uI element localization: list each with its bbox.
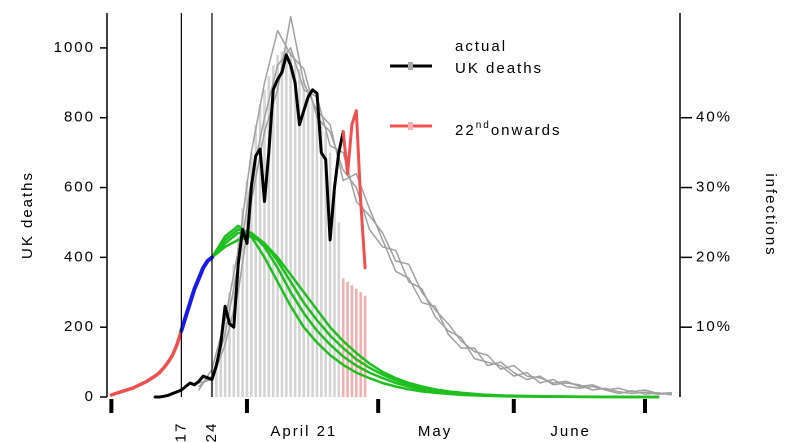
y-axis-label: UK deaths	[19, 171, 36, 259]
y-tick-label: 0	[85, 388, 95, 405]
series-line	[210, 224, 660, 399]
series-line	[210, 231, 660, 399]
bar	[232, 264, 236, 397]
bar	[302, 79, 306, 397]
series-line	[153, 53, 345, 399]
bar	[254, 124, 258, 397]
bar	[350, 285, 354, 397]
bar	[324, 131, 328, 397]
legend-label: actual UK deaths	[455, 36, 543, 80]
series-line	[341, 109, 367, 270]
x-label: June	[550, 423, 591, 440]
bar	[293, 58, 297, 398]
bar	[315, 110, 319, 397]
y-tick-label: 400	[64, 248, 95, 265]
y-tick-label: 600	[64, 179, 95, 196]
x-label: May	[418, 423, 452, 440]
bar	[337, 222, 341, 397]
bar	[267, 75, 271, 397]
bar	[223, 320, 227, 397]
y2-tick-label: 20%	[696, 248, 732, 265]
bar	[289, 51, 293, 398]
x-label: 17	[172, 422, 189, 442]
legend-swatch-marker	[408, 62, 413, 70]
bar	[245, 180, 249, 397]
series-line	[109, 328, 184, 397]
bar	[320, 121, 323, 397]
bar	[219, 344, 223, 397]
bar	[328, 152, 332, 397]
y-tick-label: 200	[64, 318, 95, 335]
y2-tick-label: 10%	[696, 318, 732, 335]
bar	[359, 292, 363, 397]
series-line	[198, 29, 673, 396]
legend-superscript: nd	[475, 120, 491, 131]
series-line	[179, 255, 214, 333]
bar	[228, 292, 231, 397]
bar	[271, 65, 275, 397]
bar	[363, 295, 367, 397]
bar	[285, 47, 288, 398]
y2-axis-label: infections	[762, 173, 779, 256]
legend-text: onwards	[490, 122, 562, 139]
series-line	[198, 15, 673, 395]
y-tick-label: 800	[64, 109, 95, 126]
bar	[250, 152, 253, 397]
series-line	[210, 228, 660, 399]
bar	[346, 281, 349, 397]
legend-swatch-marker	[408, 122, 413, 130]
legend-text: 22	[455, 122, 476, 139]
y2-tick-label: 30%	[696, 179, 732, 196]
bar	[280, 51, 284, 398]
x-label: April 21	[270, 423, 337, 440]
bar	[341, 278, 345, 397]
legend-label: 22ndonwards	[455, 115, 562, 142]
bar	[311, 100, 314, 397]
x-label: 24	[203, 422, 220, 442]
bar	[215, 362, 218, 397]
bar	[241, 208, 244, 397]
series-line	[198, 47, 673, 395]
y-tick-label: 1000	[54, 39, 95, 56]
bar	[298, 68, 301, 397]
bar	[306, 89, 310, 398]
bar	[236, 236, 240, 397]
y2-tick-label: 40%	[696, 109, 732, 126]
bar	[333, 187, 336, 397]
bar	[355, 288, 358, 397]
legend-text: actual UK deaths	[455, 38, 544, 77]
bar	[276, 54, 279, 398]
